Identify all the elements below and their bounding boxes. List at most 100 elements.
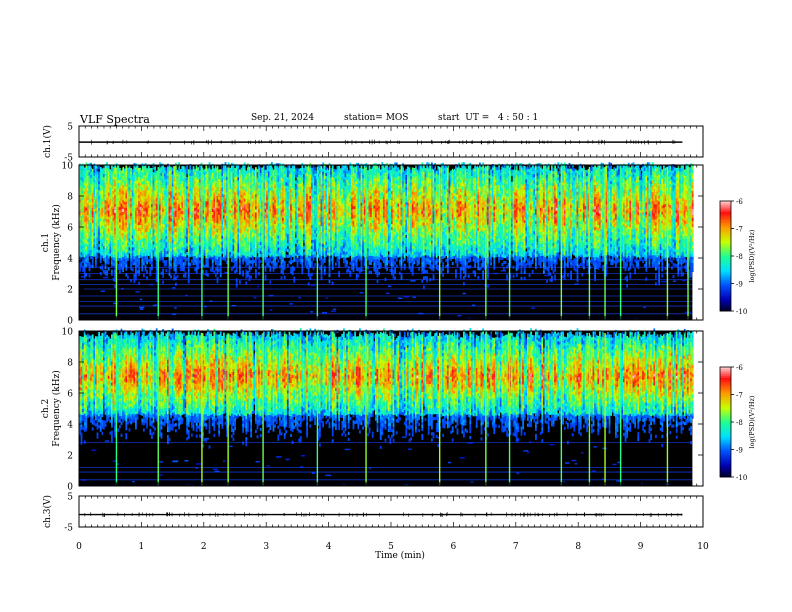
spectrogram-cell (103, 167, 105, 172)
spectrogram-cell (248, 187, 251, 192)
spectrogram-cell (136, 174, 139, 178)
spectrogram-cell (266, 214, 268, 219)
spectrogram-cell (96, 216, 99, 220)
spectrogram-cell (152, 241, 155, 245)
spectrogram-cell (216, 268, 219, 272)
spectrogram-cell (119, 180, 121, 184)
spectrogram-cell (139, 200, 142, 204)
spectrogram-cell (271, 174, 273, 178)
spectrogram-cell (79, 247, 81, 251)
spectrogram-cell (107, 246, 110, 250)
spectrogram-cell (251, 210, 254, 214)
spectrogram-cell (95, 216, 97, 220)
spectrogram-cell (194, 222, 196, 226)
spectrogram-cell (299, 249, 302, 253)
spectrogram-cell (122, 208, 124, 212)
spectrogram-cell (235, 200, 238, 204)
spectrogram-cell (269, 214, 272, 218)
spectrogram-cell (104, 209, 107, 213)
spectrogram-cell (307, 282, 310, 286)
spectrogram-cell (272, 205, 275, 209)
spectrogram-cell (133, 166, 136, 170)
spectrogram-cell (242, 177, 244, 181)
spectrogram-cell (141, 226, 144, 230)
spectrogram-cell (219, 214, 222, 218)
spectrogram-cell (211, 187, 214, 191)
spectrogram-cell (224, 189, 227, 193)
spectrogram-cell (269, 190, 272, 194)
spectrogram-cell (123, 207, 126, 211)
spectrogram-cell (135, 220, 137, 224)
spectrogram-cell (154, 232, 156, 236)
spectrogram-cell (160, 217, 163, 221)
spectrogram-cell (163, 170, 166, 174)
spectrogram-cell (258, 230, 260, 234)
spectrogram-cell (171, 192, 174, 196)
spectrogram-cell (259, 238, 262, 242)
spectrogram-cell (170, 167, 172, 171)
spectrogram-cell (163, 218, 166, 222)
spectrogram-cell (91, 228, 94, 233)
spectrogram-cell (101, 186, 104, 190)
spectrogram-cell (219, 199, 222, 203)
spectrogram-cell (223, 221, 225, 225)
spectrogram-cell (287, 188, 289, 193)
spectrogram-cell (303, 231, 305, 235)
spectrogram-cell (208, 177, 211, 181)
spectrogram-cell (130, 171, 132, 175)
spectrogram-cell (253, 205, 256, 210)
spectrogram-cell (120, 254, 123, 258)
spectrogram-cell (83, 251, 86, 255)
spectrogram-cell (162, 190, 164, 194)
spectrogram-cell (82, 244, 84, 248)
spectrogram-cell (221, 247, 224, 251)
spectrogram-cell (181, 181, 184, 185)
spectrogram-cell (207, 189, 209, 193)
spectrogram-cell (130, 216, 132, 220)
spectrogram-cell (131, 205, 134, 209)
spectrogram-cell (247, 181, 249, 185)
spectrogram-cell (279, 208, 281, 212)
spectrogram-cell (314, 173, 316, 177)
spectrogram-cell (261, 174, 264, 178)
spectrogram-cell (82, 187, 84, 191)
spectrogram-cell (171, 207, 174, 211)
spectrogram-cell (239, 220, 241, 224)
spectrogram-cell (96, 228, 99, 232)
spectrogram-cell (136, 180, 139, 184)
spectrogram-cell (304, 245, 307, 249)
spectrogram-cell (168, 272, 171, 276)
spectrogram-cell (208, 183, 211, 187)
spectrogram-cell (146, 243, 148, 247)
spectrogram-cell (139, 245, 142, 249)
spectrogram-cell (155, 173, 158, 177)
spectrogram-cell (88, 241, 91, 245)
spectrogram-cell (80, 192, 83, 196)
spectrogram-cell (93, 217, 96, 221)
spectrogram-cell (103, 254, 105, 259)
spectrogram-cell (168, 239, 171, 243)
spectrogram-cell (125, 189, 128, 193)
spectrogram-cell (277, 166, 280, 170)
spectrogram-cell (258, 218, 260, 222)
spectrogram-cell (136, 171, 139, 175)
spectrogram-cell (79, 211, 81, 215)
spectrogram-cell (189, 220, 192, 225)
spectrogram-cell (179, 249, 182, 254)
spectrogram-cell (264, 268, 267, 272)
spectrogram-cell (90, 228, 92, 232)
spectrogram-cell (96, 225, 99, 229)
spectrogram-cell (226, 221, 228, 225)
spectrogram-cell (167, 232, 169, 236)
spectrogram-cell (91, 213, 94, 218)
spectrogram-cell (243, 171, 246, 175)
spectrogram-cell (295, 213, 297, 217)
spectrogram-cell (131, 190, 134, 194)
spectrogram-cell (307, 195, 310, 199)
spectrogram-cell (280, 246, 283, 250)
spectrogram-cell (155, 221, 158, 225)
spectrogram-cell (80, 177, 83, 181)
spectrogram-cell (189, 190, 192, 195)
spectrogram-cell (309, 273, 312, 277)
spectrogram-cell (251, 234, 254, 238)
